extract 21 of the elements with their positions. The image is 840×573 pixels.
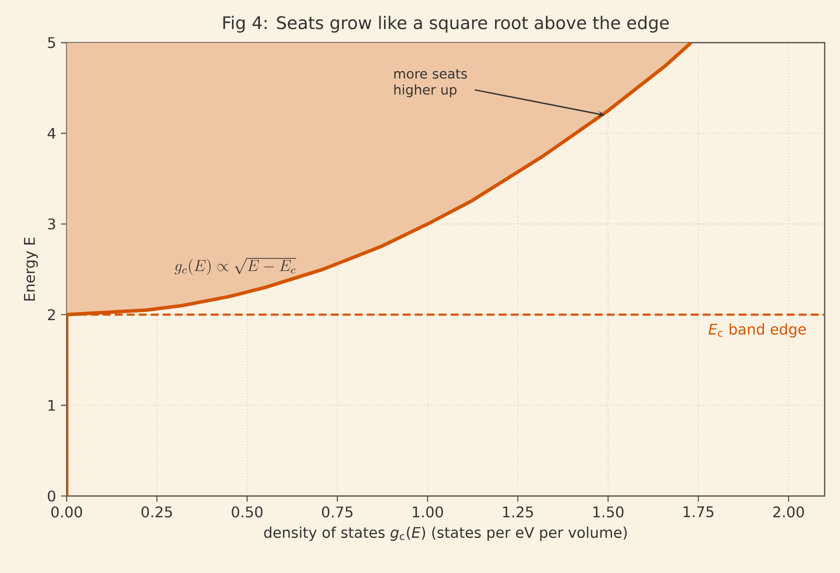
x-tick-label: 1.00 [412,506,443,518]
y-tick-label: 5 [48,37,55,48]
annotation: more seats higher up [394,68,467,98]
y-tick-label: 4 [48,128,56,139]
y-axis-title: Energy E [24,237,38,300]
x-tick-label: 0.50 [232,506,262,518]
y-tick-label: 1 [48,400,55,411]
y-tick-label: 2 [48,309,55,320]
y-tick-label: 3 [48,218,56,230]
chart-title: Fig 4: Seats grow like a square root above the edge [223,16,669,32]
ref-line-label: E$_{c}$ band edge [708,323,806,338]
x-tick-label: 1.50 [593,506,624,518]
y-tick-label: 0 [48,490,56,502]
x-tick-label: 1.75 [684,506,714,518]
x-tick-label: 0.25 [142,506,172,518]
x-tick-label: 2.00 [773,506,804,518]
x-tick-label: 0.75 [322,506,352,518]
x-tick-label: 1.25 [503,506,533,518]
x-tick-label: 0.00 [51,506,82,518]
annotation: $g_c(E) \propto \sqrt{E - E_c}$ [174,258,296,275]
x-axis-title: density of states g$_{c}$(E) (states per eV per volume) [264,526,627,541]
